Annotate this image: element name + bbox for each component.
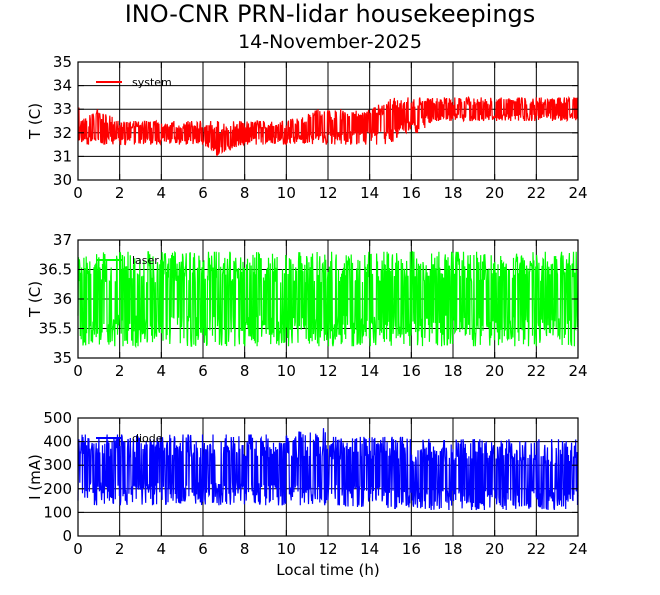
- x-tick-label: 22: [527, 362, 546, 380]
- y-tick-label: 30: [53, 171, 72, 189]
- chart-title: INO-CNR PRN-lidar housekeepings: [124, 0, 536, 28]
- x-tick-label: 8: [240, 362, 250, 380]
- x-tick-label: 22: [527, 540, 546, 558]
- x-tick-label: 12: [318, 184, 337, 202]
- y-tick-label: 400: [43, 433, 72, 451]
- y-tick-label: 33: [53, 100, 72, 118]
- y-tick-label: 37: [53, 231, 72, 249]
- x-tick-label: 6: [198, 540, 208, 558]
- x-tick-label: 18: [443, 362, 462, 380]
- y-tick-label: 35: [53, 349, 72, 367]
- y-tick-label: 35: [53, 53, 72, 71]
- x-tick-label: 8: [240, 540, 250, 558]
- x-tick-label: 20: [485, 362, 504, 380]
- x-tick-label: 2: [115, 184, 125, 202]
- x-tick-label: 24: [568, 540, 587, 558]
- y-tick-label: 500: [43, 409, 72, 427]
- y-tick-label: 36: [53, 290, 72, 308]
- x-tick-label: 16: [402, 540, 421, 558]
- x-tick-label: 24: [568, 362, 587, 380]
- y-tick-label: 32: [53, 124, 72, 142]
- x-tick-label: 18: [443, 184, 462, 202]
- x-tick-label: 24: [568, 184, 587, 202]
- x-tick-label: 12: [318, 540, 337, 558]
- x-tick-label: 14: [360, 540, 379, 558]
- series-line-diode: [77, 428, 579, 511]
- x-tick-label: 0: [73, 362, 83, 380]
- x-axis-label: Local time (h): [276, 561, 380, 579]
- y-axis-label: I (mA): [26, 454, 44, 500]
- x-tick-label: 16: [402, 362, 421, 380]
- chart-subtitle: 14-November-2025: [238, 31, 422, 53]
- x-tick-label: 0: [73, 540, 83, 558]
- y-tick-label: 34: [53, 77, 72, 95]
- legend-label: laser: [132, 254, 159, 267]
- y-axis-label: T (C): [26, 103, 44, 140]
- x-tick-label: 2: [115, 540, 125, 558]
- series-line-system: [77, 95, 579, 157]
- x-tick-label: 4: [157, 362, 167, 380]
- x-tick-label: 2: [115, 362, 125, 380]
- x-tick-label: 6: [198, 184, 208, 202]
- x-tick-label: 6: [198, 362, 208, 380]
- y-tick-label: 31: [53, 147, 72, 165]
- x-tick-label: 4: [157, 540, 167, 558]
- x-tick-label: 12: [318, 362, 337, 380]
- y-tick-label: 36.5: [39, 261, 72, 279]
- x-tick-label: 18: [443, 540, 462, 558]
- y-tick-label: 200: [43, 480, 72, 498]
- x-tick-label: 4: [157, 184, 167, 202]
- legend-label: diode: [132, 432, 163, 445]
- y-axis-label: T (C): [26, 281, 44, 318]
- y-tick-label: 300: [43, 456, 72, 474]
- x-tick-label: 14: [360, 362, 379, 380]
- x-tick-label: 10: [277, 362, 296, 380]
- y-tick-label: 100: [43, 503, 72, 521]
- x-tick-label: 16: [402, 184, 421, 202]
- x-tick-label: 10: [277, 540, 296, 558]
- x-tick-label: 8: [240, 184, 250, 202]
- x-tick-label: 10: [277, 184, 296, 202]
- y-tick-label: 0: [62, 527, 72, 545]
- x-tick-label: 20: [485, 540, 504, 558]
- series-line-laser: [77, 250, 579, 349]
- y-tick-label: 35.5: [39, 320, 72, 338]
- x-tick-label: 0: [73, 184, 83, 202]
- x-tick-label: 14: [360, 184, 379, 202]
- x-tick-label: 22: [527, 184, 546, 202]
- legend-label: system: [132, 76, 172, 89]
- x-tick-label: 20: [485, 184, 504, 202]
